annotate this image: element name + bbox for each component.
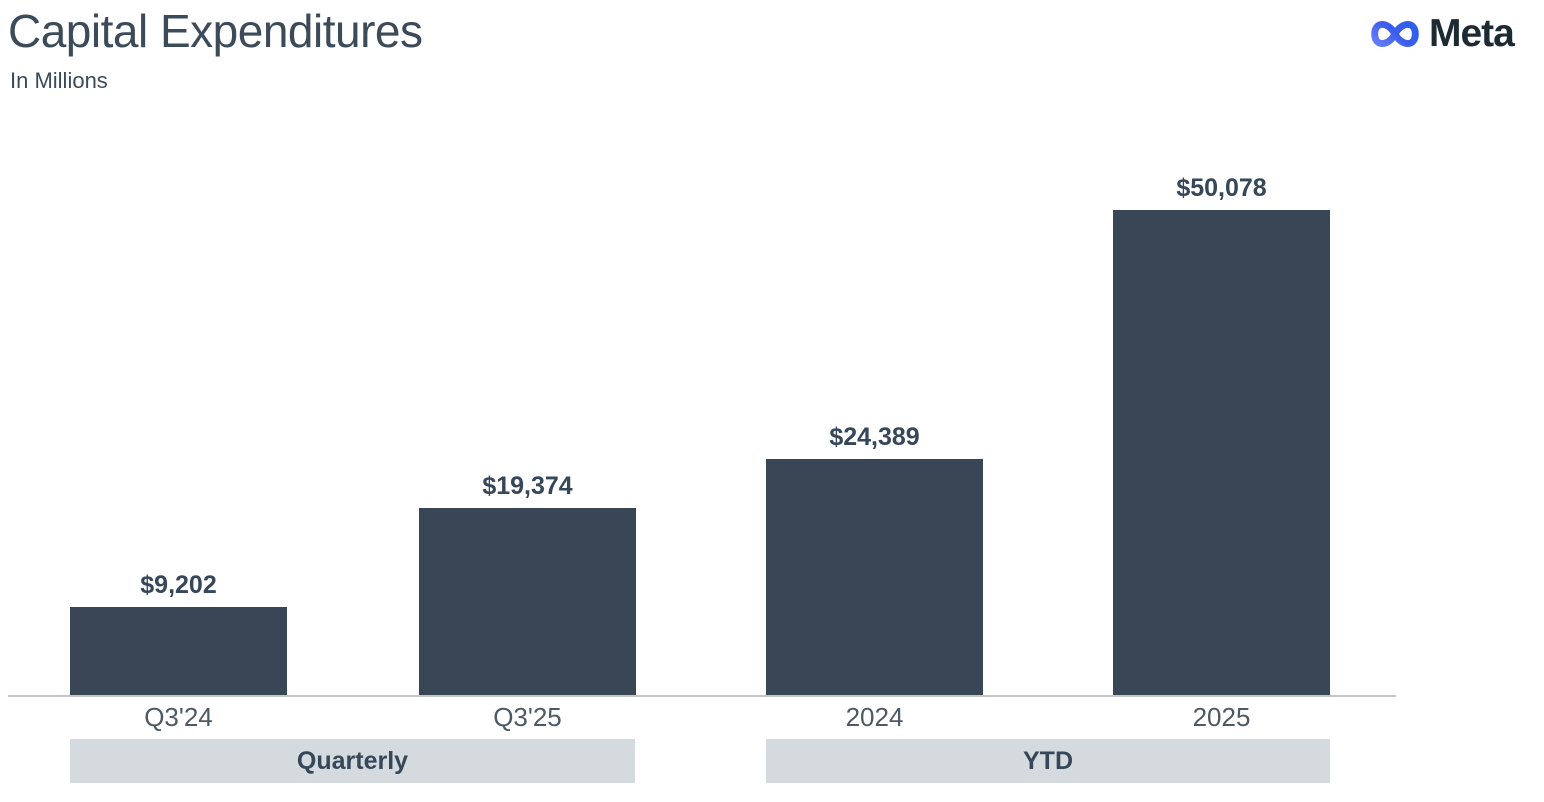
x-tick-label: 2024 xyxy=(845,702,904,732)
meta-wordmark: Meta xyxy=(1429,12,1515,55)
bar-value-label: $9,202 xyxy=(140,571,217,599)
meta-infinity-icon xyxy=(1366,15,1424,53)
bar-value-label: $19,374 xyxy=(482,472,573,500)
bar-group: $24,389 xyxy=(766,423,983,696)
bar-value-label: $24,389 xyxy=(829,423,920,451)
bar xyxy=(70,607,287,696)
bar xyxy=(766,459,983,696)
bar-group: $9,202 xyxy=(70,571,287,696)
bar-group: $19,374 xyxy=(419,472,636,696)
x-tick-label: Q3'25 xyxy=(493,702,562,732)
group-band-quarterly: Quarterly xyxy=(70,739,635,783)
x-axis-baseline xyxy=(8,695,1396,697)
meta-logo: Meta xyxy=(1366,12,1515,56)
group-band-ytd: YTD xyxy=(766,739,1330,783)
page-title: Capital Expenditures xyxy=(8,5,423,57)
bar-value-label: $50,078 xyxy=(1176,174,1267,202)
bar xyxy=(419,508,636,696)
bar-group: $50,078 xyxy=(1113,174,1330,696)
x-tick-label: 2025 xyxy=(1192,702,1251,732)
bar xyxy=(1113,210,1330,696)
x-tick-label: Q3'24 xyxy=(144,702,213,732)
page-subtitle: In Millions xyxy=(10,68,108,93)
